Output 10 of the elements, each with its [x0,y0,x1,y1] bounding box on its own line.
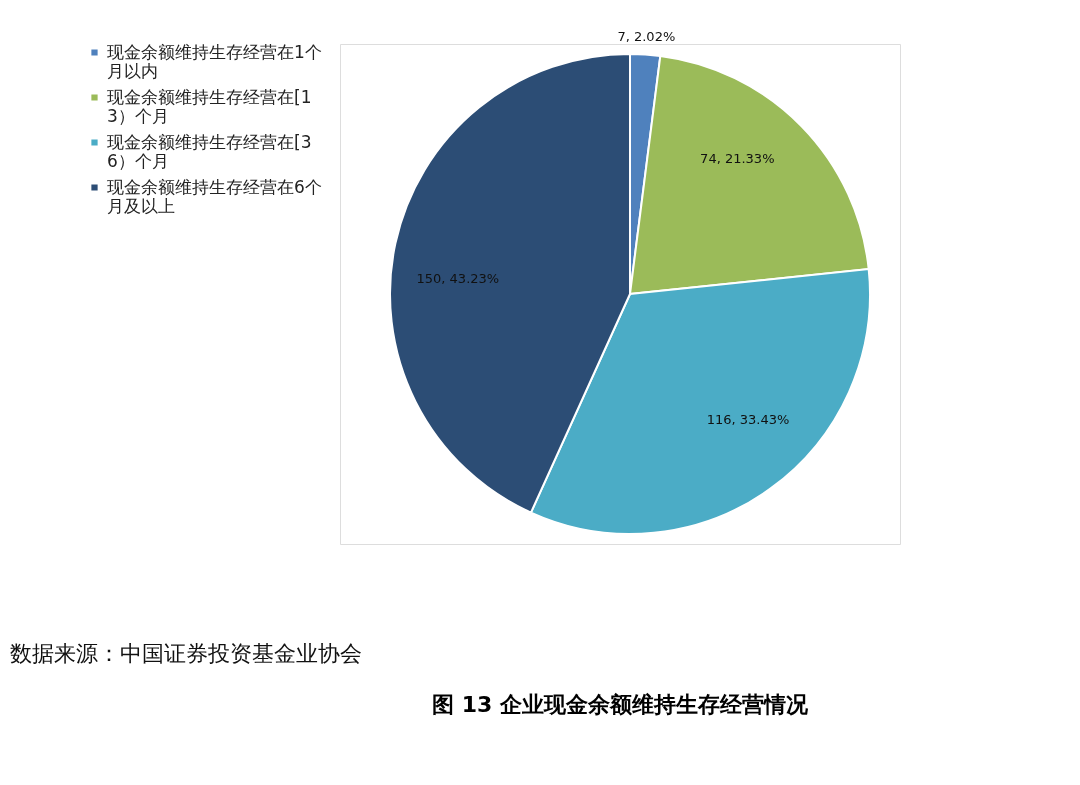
data-label: 74, 21.33% [700,150,775,166]
data-label: 116, 33.43% [706,412,790,428]
source-note: 数据来源：中国证券投资基金业协会 [10,641,362,666]
legend-label: 现金余额维持生存经营在6个月及以上 [107,176,322,216]
legend-label: 现金余额维持生存经营在1个月以内 [107,41,322,81]
legend-label: 现金余额维持生存经营在[1 3）个月 [107,86,312,126]
legend-label: 现金余额维持生存经营在[3 6）个月 [107,131,312,171]
data-label: 7, 2.02% [617,28,676,44]
text: 图 13 企业现金余额维持生存经营情况 [432,692,809,717]
data-label: 150, 43.23% [416,271,500,287]
